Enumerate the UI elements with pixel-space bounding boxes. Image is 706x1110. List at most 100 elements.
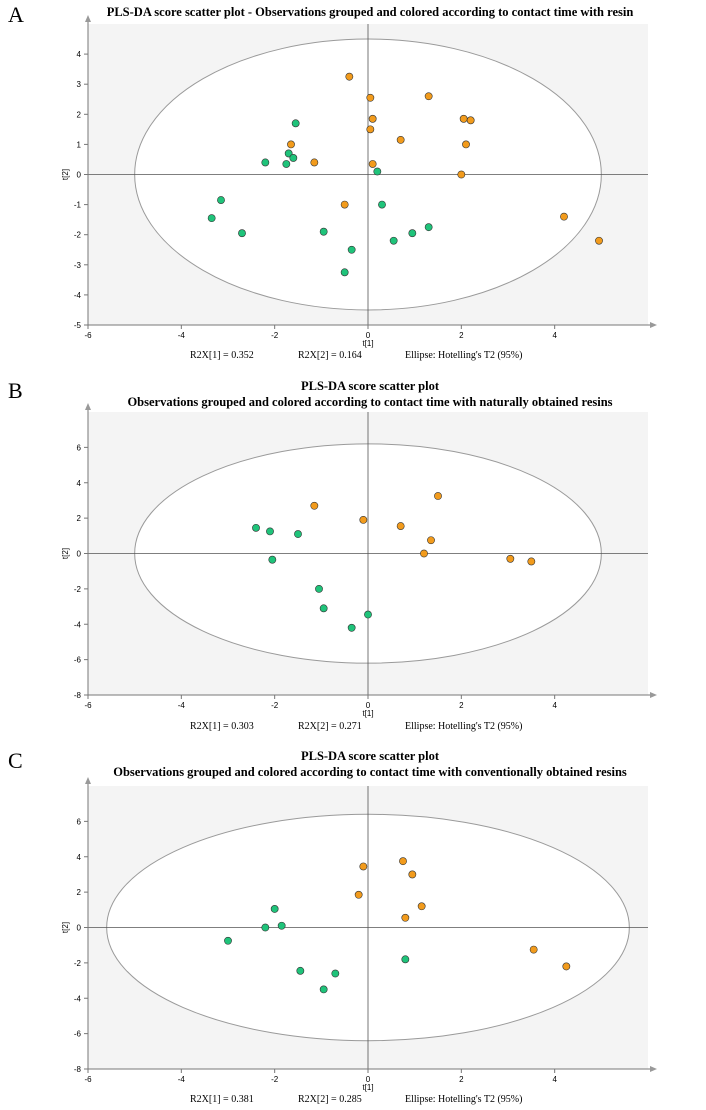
y-tick-label: 2 <box>77 514 82 523</box>
y-tick-label: -4 <box>74 291 82 300</box>
data-point <box>319 604 328 613</box>
data-point <box>319 985 328 994</box>
y-tick-label: 4 <box>77 479 82 488</box>
y-tick-label: 4 <box>77 853 82 862</box>
x-axis-label: t[1] <box>362 339 373 348</box>
y-tick-label: 2 <box>77 888 82 897</box>
data-point <box>347 245 356 254</box>
y-tick-label: 6 <box>77 443 82 452</box>
data-point <box>261 923 270 932</box>
data-point <box>217 196 225 204</box>
data-point <box>424 92 433 101</box>
y-tick-label: -4 <box>74 620 82 629</box>
data-point <box>310 501 319 510</box>
data-point <box>462 140 470 149</box>
x-axis-arrow <box>650 692 657 698</box>
r2x1-label: R2X[1] = 0.303 <box>190 721 254 732</box>
title-line: Observations grouped and colored accordi… <box>127 395 613 409</box>
data-point <box>434 492 442 500</box>
data-point <box>378 200 386 209</box>
data-point <box>527 557 536 566</box>
data-point <box>364 610 372 619</box>
data-point <box>399 857 407 866</box>
y-tick-label: -2 <box>74 959 82 968</box>
x-axis-arrow <box>650 322 657 328</box>
x-tick-label: 4 <box>552 331 557 340</box>
x-axis-label: t[1] <box>362 709 373 718</box>
panel-c: C PLS-DA score scatter plot Observations… <box>0 738 706 1110</box>
x-tick-label: -4 <box>178 331 186 340</box>
data-point <box>347 623 356 632</box>
score-scatter-plot: -6 -4 -2 0 2 4 -5 -4 -3 -2 -1 0 1 2 3 4 t[1] t[2] R2X[1] =… <box>61 15 657 361</box>
y-tick-label: 3 <box>77 80 82 89</box>
data-point <box>266 527 274 536</box>
data-point <box>424 223 433 232</box>
y-axis-arrow <box>85 403 91 410</box>
data-point <box>207 214 216 223</box>
data-point <box>401 955 410 964</box>
y-axis-label: t[2] <box>61 922 70 933</box>
x-tick-label: 2 <box>459 331 464 340</box>
panel-letter: C <box>8 748 23 773</box>
data-point <box>506 554 515 563</box>
data-point <box>340 268 349 277</box>
x-tick-label: 0 <box>366 331 371 340</box>
x-tick-label: 2 <box>459 1075 464 1084</box>
r2x2-label: R2X[2] = 0.285 <box>298 1094 362 1105</box>
y-axis-label: t[2] <box>61 548 70 559</box>
x-tick-label: 0 <box>366 1075 371 1084</box>
data-point <box>417 902 426 911</box>
data-point <box>389 236 398 245</box>
y-tick-label: -8 <box>74 691 82 700</box>
y-tick-label: -8 <box>74 1065 82 1074</box>
data-point <box>345 72 354 81</box>
r2x1-label: R2X[1] = 0.352 <box>190 350 254 361</box>
title-line: PLS-DA score scatter plot - Observations… <box>106 5 634 19</box>
x-tick-label: 2 <box>459 701 464 710</box>
data-point <box>310 158 319 167</box>
x-tick-label: 4 <box>552 1075 557 1084</box>
title-line: PLS-DA score scatter plot <box>300 749 440 763</box>
data-point <box>359 862 368 871</box>
data-point <box>319 227 328 236</box>
y-tick-label: 0 <box>77 171 82 180</box>
data-point <box>331 969 340 978</box>
data-point <box>396 135 405 144</box>
data-point <box>287 140 295 149</box>
panel-a: A PLS-DA score scatter plot - Observatio… <box>0 0 706 368</box>
y-axis-arrow <box>85 15 91 22</box>
data-point <box>368 114 377 123</box>
data-point <box>466 116 475 125</box>
x-tick-label: -2 <box>271 331 279 340</box>
y-axis-label: t[2] <box>61 169 70 180</box>
data-point <box>296 966 305 975</box>
y-tick-label: 0 <box>77 550 82 559</box>
y-axis-arrow <box>85 777 91 784</box>
data-point <box>359 515 368 524</box>
y-tick-label: 2 <box>77 110 82 119</box>
data-point <box>562 962 571 971</box>
title-line: Observations grouped and colored accordi… <box>113 765 627 779</box>
data-point <box>368 160 377 168</box>
data-point <box>366 93 375 102</box>
x-tick-label: -6 <box>84 701 92 710</box>
data-point <box>401 913 410 922</box>
ellipse-label: Ellipse: Hotelling's T2 (95%) <box>405 350 522 361</box>
data-point <box>366 125 375 134</box>
x-tick-label: -2 <box>271 701 279 710</box>
r2x2-label: R2X[2] = 0.271 <box>298 721 362 732</box>
data-point <box>595 236 603 245</box>
data-point <box>291 119 300 128</box>
x-tick-label: -4 <box>178 1075 186 1084</box>
y-tick-label: -1 <box>74 201 82 210</box>
chart-title: PLS-DA score scatter plot Observations g… <box>80 748 660 780</box>
data-point <box>252 523 260 532</box>
data-point <box>277 921 286 930</box>
y-tick-label: 0 <box>77 924 82 933</box>
y-tick-label: -6 <box>74 1030 82 1039</box>
r2x2-label: R2X[2] = 0.164 <box>298 350 362 361</box>
panel-b: B PLS-DA score scatter plot Observations… <box>0 368 706 738</box>
y-tick-label: -3 <box>74 261 82 270</box>
